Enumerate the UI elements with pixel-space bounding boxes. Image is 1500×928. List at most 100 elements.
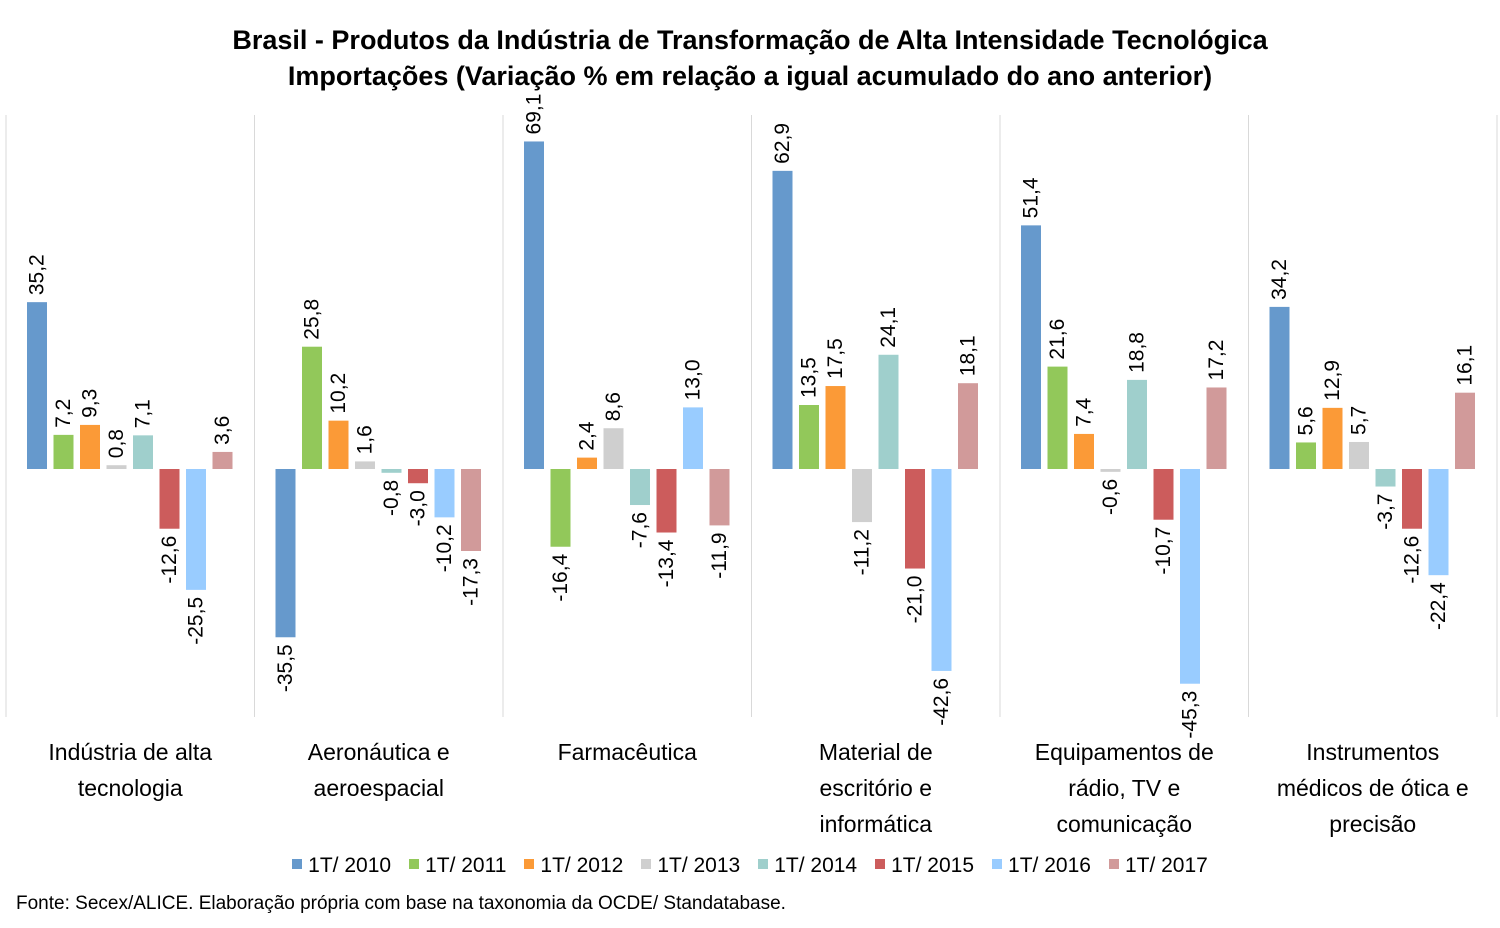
data-label: 17,5 [824, 338, 847, 379]
bar-1t-2010 [1021, 225, 1041, 469]
legend-label: 1T/ 2017 [1124, 854, 1208, 877]
data-label: 5,6 [1295, 406, 1318, 435]
bar-1t-2011 [550, 469, 571, 547]
bar-1t-2016 [683, 407, 703, 469]
legend-label: 1T/ 2013 [657, 854, 741, 877]
data-label: 1,6 [354, 425, 377, 454]
bar-1t-2011 [799, 405, 819, 469]
bar-1t-2016 [434, 469, 455, 518]
chart-plot: 35,2 -35,5 69,1 62,9 51,4 34,2 7,2 25,8 -16,4 13,… [5, 94, 1498, 837]
legend-label: 1T/ 2011 [425, 854, 507, 877]
legend-swatch [409, 859, 420, 870]
legend-label: 1T/ 2010 [308, 854, 392, 877]
data-label: 51,4 [1020, 177, 1043, 218]
bar-1t-2011 [53, 434, 74, 469]
bar-1t-2013 [1100, 469, 1121, 472]
bar-1t-2013 [1349, 441, 1369, 469]
data-label: 24,1 [877, 307, 900, 348]
bar-1t-2013 [603, 428, 624, 469]
bar-1t-2016 [1180, 469, 1200, 684]
bar-1t-2012 [1074, 433, 1094, 469]
bar-1t-2016 [1428, 469, 1449, 576]
legend-label: 1T/ 2012 [540, 854, 624, 877]
bar-1t-2014 [630, 469, 650, 506]
category-label: Equipamentos de rádio, TV e comunicação [1035, 739, 1214, 837]
data-label: 12,9 [1321, 360, 1344, 401]
data-label: -0,8 [380, 480, 403, 516]
bar-1t-2015 [656, 469, 677, 533]
data-label: -11,2 [851, 529, 874, 575]
data-label: -22,4 [1427, 582, 1450, 630]
data-label: -12,6 [1401, 536, 1424, 584]
bar-1t-2013 [852, 469, 872, 523]
bar-1t-2012 [577, 457, 597, 469]
data-label: 10,2 [327, 373, 350, 414]
data-label: 18,8 [1126, 332, 1149, 373]
bar-1t-2012 [80, 424, 100, 469]
bar-1t-2011 [1296, 442, 1316, 469]
legend-item-1t-2015: 1T/ 2015 [875, 854, 974, 878]
data-label: -13,4 [655, 539, 678, 587]
data-label: -42,6 [930, 678, 953, 726]
legend-item-1t-2011: 1T/ 2011 [409, 854, 506, 878]
data-label: -3,7 [1374, 494, 1397, 530]
data-label: -7,6 [629, 512, 652, 548]
data-label: 13,0 [682, 360, 705, 401]
bar-1t-2017 [709, 469, 730, 526]
category-label: Instrumentos médicos de ótica e precisão [1277, 739, 1469, 837]
data-label: -25,5 [185, 597, 208, 645]
data-label: 7,1 [132, 399, 155, 428]
bar-1t-2010 [524, 141, 544, 469]
bar-1t-2014 [1375, 469, 1396, 487]
bar-1t-2011 [302, 346, 322, 469]
bar-1t-2017 [212, 451, 233, 469]
bar-1t-2013 [355, 461, 375, 469]
legend-label: 1T/ 2015 [891, 854, 975, 877]
chart-legend: 1T/ 2010 1T/ 2011 1T/ 2012 1T/ 2013 1T/ 2014… [0, 854, 1500, 878]
chart-title-block: Brasil - Produtos da Indústria de Transf… [0, 22, 1500, 94]
legend-item-1t-2010: 1T/ 2010 [292, 854, 391, 878]
bar-1t-2017 [461, 469, 481, 552]
category-label: Farmacêutica [558, 739, 698, 765]
legend-label: 1T/ 2014 [774, 854, 858, 877]
legend-swatch [1108, 859, 1119, 870]
data-label: -3,0 [407, 490, 430, 526]
bar-1t-2014 [133, 435, 153, 469]
data-label: 8,6 [602, 392, 625, 421]
data-label: 0,8 [105, 429, 128, 458]
legend-item-1t-2014: 1T/ 2014 [758, 854, 857, 878]
bar-1t-2017 [958, 383, 978, 469]
chart-subtitle: Importações (Variação % em relação a igu… [287, 61, 1213, 91]
data-label: -11,9 [708, 532, 731, 578]
legend-swatch [758, 859, 769, 870]
data-label: 3,6 [211, 416, 234, 445]
data-label: 69,1 [523, 94, 546, 135]
legend-item-1t-2013: 1T/ 2013 [641, 854, 740, 878]
bar-1t-2010 [772, 170, 793, 469]
bar-1t-2014 [878, 354, 899, 469]
bar-1t-2011 [1047, 366, 1068, 469]
data-label: 9,3 [79, 389, 102, 418]
bar-1t-2013 [106, 465, 127, 469]
bar-1t-2015 [1402, 469, 1422, 529]
data-label: -17,3 [460, 558, 483, 606]
bar-1t-2015 [408, 469, 428, 484]
legend-swatch [992, 859, 1003, 870]
data-label: 5,7 [1348, 406, 1371, 435]
data-label: 2,4 [576, 421, 599, 451]
legend-label: 1T/ 2016 [1008, 854, 1091, 877]
bar-1t-2016 [186, 469, 206, 590]
legend-item-1t-2012: 1T/ 2012 [524, 854, 623, 878]
source-note: Fonte: Secex/ALICE. Elaboração própria c… [16, 893, 786, 914]
legend-swatch [641, 859, 652, 870]
category-label: Material de escritório e informática [819, 739, 933, 837]
data-label: 7,4 [1073, 397, 1096, 427]
data-label: 25,8 [301, 299, 324, 340]
category-label: Aeronáutica e aeroespacial [308, 739, 450, 801]
data-label: 18,1 [957, 335, 980, 376]
category-label: Indústria de alta tecnologia [48, 739, 212, 801]
legend-item-1t-2016: 1T/ 2016 [992, 854, 1091, 878]
data-label: 17,2 [1205, 340, 1228, 381]
legend-swatch [292, 859, 303, 870]
bar-1t-2014 [1127, 379, 1147, 469]
